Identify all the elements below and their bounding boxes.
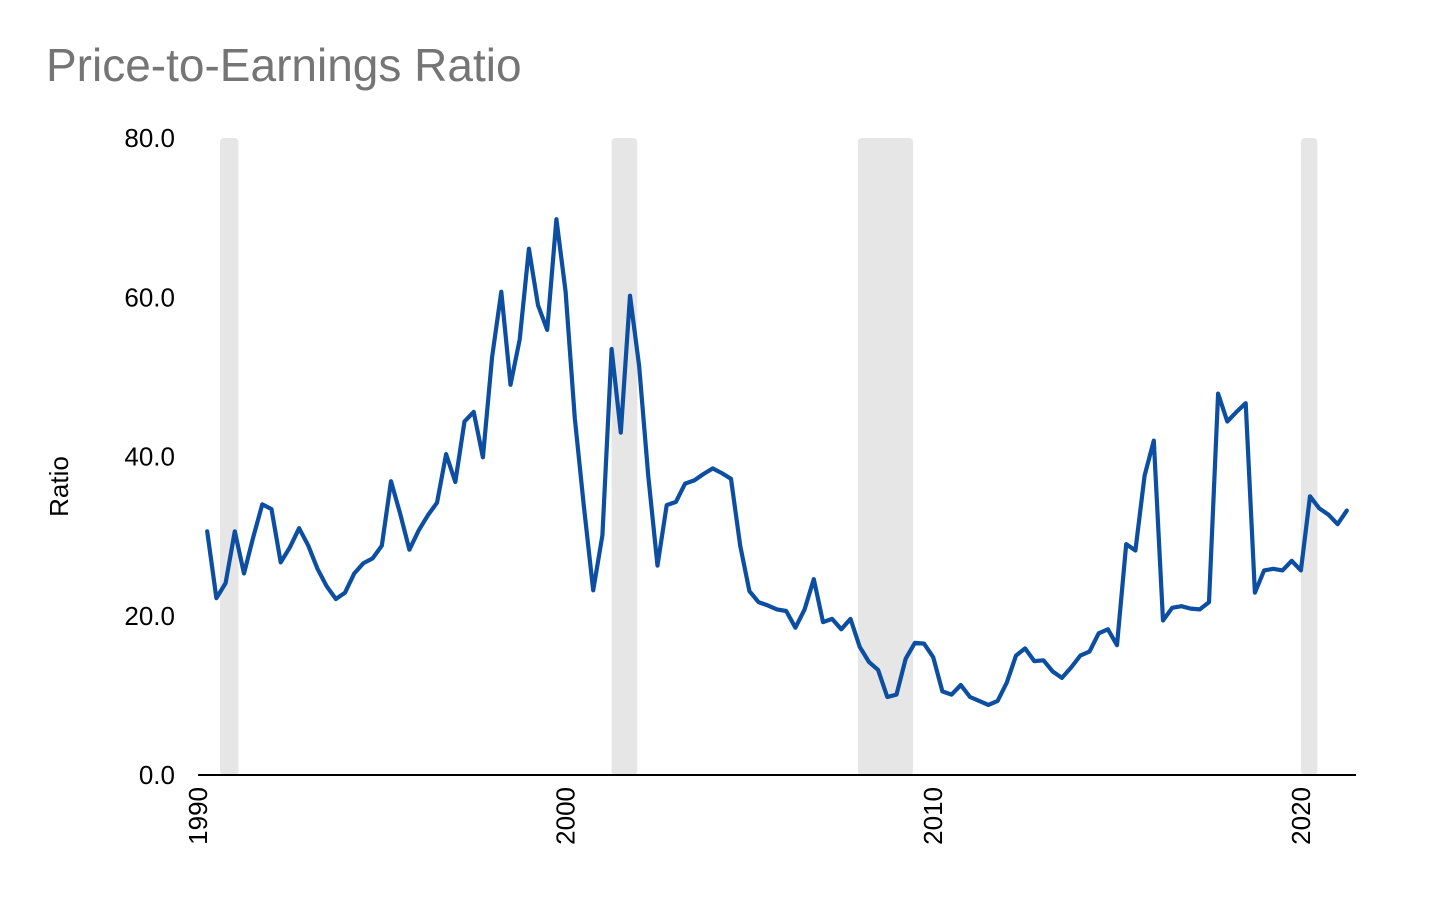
y-tick-label: 60.0 xyxy=(124,282,175,312)
y-tick-label: 40.0 xyxy=(124,442,175,472)
x-tick-label: 2000 xyxy=(551,787,581,845)
y-axis-ticks: 0.0 20.0 40.0 60.0 80.0 xyxy=(124,123,175,790)
shaded-period-1 xyxy=(220,138,239,775)
y-tick-label: 0.0 xyxy=(139,760,175,790)
y-tick-label: 80.0 xyxy=(124,123,175,153)
x-tick-label: 2020 xyxy=(1286,787,1316,845)
shaded-period-3 xyxy=(857,138,914,775)
x-tick-label: 2010 xyxy=(918,787,948,845)
x-tick-label: 1990 xyxy=(183,787,213,845)
series-line xyxy=(205,217,1349,707)
shaded-period-2 xyxy=(611,138,638,775)
y-tick-label: 20.0 xyxy=(124,601,175,631)
chart-title: Price-to-Earnings Ratio xyxy=(46,39,522,91)
shaded-period-4 xyxy=(1300,138,1318,775)
y-axis-label: Ratio xyxy=(44,456,74,517)
x-axis-ticks: 1990 2000 2010 2020 xyxy=(183,787,1316,845)
